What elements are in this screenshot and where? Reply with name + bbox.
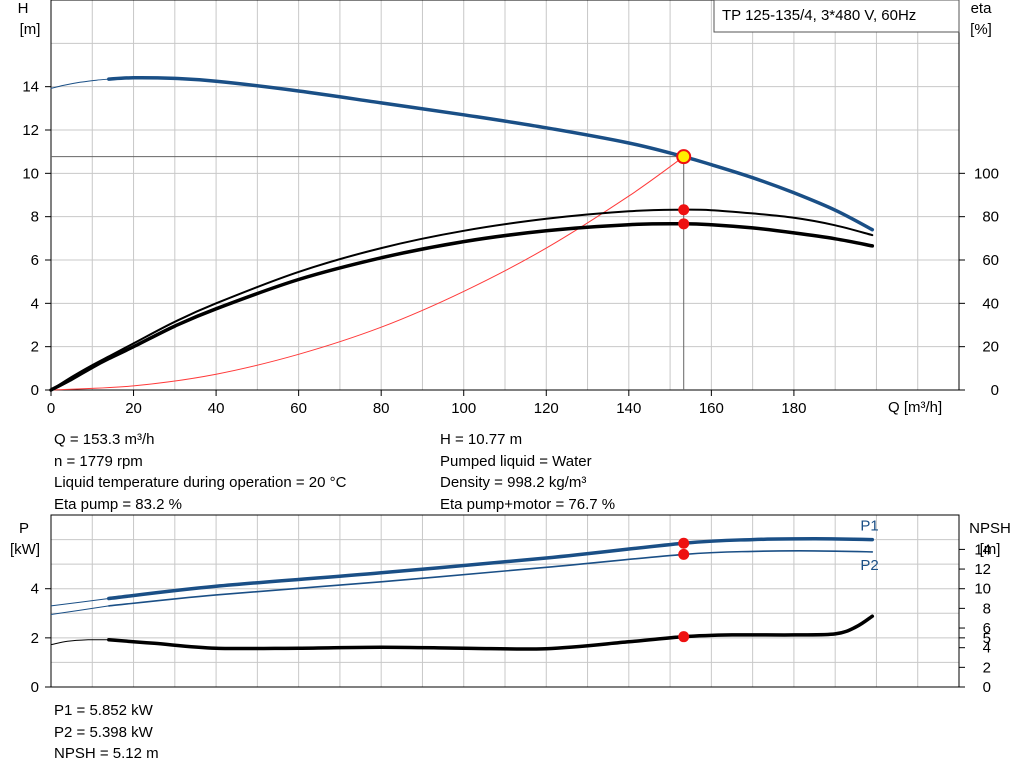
p1-curve-extension-line <box>50 598 109 607</box>
head-curve-extension-line <box>50 78 110 89</box>
info-eta-pump: Eta pump = 83.2 % <box>54 495 182 513</box>
h-tick-label: 12 <box>22 122 39 139</box>
info-liquid-temperature: Liquid temperature during operation = 20… <box>54 474 347 491</box>
x-tick-label: 120 <box>534 400 559 417</box>
eta-tick-label: 0 <box>991 382 999 399</box>
x-tick-label: 20 <box>125 400 142 417</box>
eta-axis-label: eta <box>971 0 993 17</box>
eta-tick-label: 20 <box>982 339 999 356</box>
npsh-tick-label: 5 <box>983 630 991 647</box>
p2-operating-marker <box>678 548 690 560</box>
x-tick-label: 80 <box>373 400 390 417</box>
top-plot-frame <box>50 0 960 391</box>
npsh-curve-line <box>107 614 875 651</box>
h-tick-label: 2 <box>31 339 39 356</box>
bottom-plot-frame <box>50 514 960 688</box>
x-tick-label: 140 <box>616 400 641 417</box>
q-axis-label: Q [m³/h] <box>888 399 942 416</box>
bottom-chart-ticks: 0 2 456 8 10 12 14 <box>45 541 991 696</box>
p-axis-unit: [kW] <box>10 541 40 558</box>
chart-title: TP 125-135/4, 3*480 V, 60Hz <box>722 7 916 24</box>
h-axis-unit: [m] <box>20 21 41 38</box>
system-curve-line <box>50 156 685 391</box>
npsh-tick-label: 12 <box>974 561 991 578</box>
p1-curve-line <box>107 537 875 601</box>
p2-curve-line <box>108 550 874 607</box>
npsh-tick-label: 14 <box>974 541 991 558</box>
p-tick-label: 2 <box>31 630 39 647</box>
info-head: H = 10.77 m <box>440 431 523 448</box>
eta-axis-unit: [%] <box>970 21 992 38</box>
npsh-tick-label: 8 <box>983 600 991 617</box>
npsh-operating-marker <box>678 631 690 643</box>
info-block-right: H = 10.77 m Pumped liquid = Water Densit… <box>440 429 615 515</box>
info-density: Density = 998.2 kg/m³ <box>440 474 587 491</box>
eta-pump-operating-marker <box>678 204 690 216</box>
info-eta-pump-motor: Eta pump+motor = 76.7 % <box>440 495 616 513</box>
head-operating-point-marker <box>676 149 692 165</box>
info-p2: P2 = 5.398 kW <box>54 723 153 741</box>
info-q: Q = 153.3 m³/h <box>54 431 155 448</box>
x-tick-label: 40 <box>208 400 225 417</box>
eta-tick-label: 60 <box>982 252 999 269</box>
bottom-chart-curves <box>50 537 875 651</box>
h-axis-label: H <box>18 0 29 17</box>
eta-total-curve-line <box>49 222 875 392</box>
p2-series-label: P2 <box>860 557 878 574</box>
npsh-tick-label: 4 <box>983 640 991 657</box>
x-tick-label: 60 <box>290 400 307 417</box>
info-pumped-liquid: Pumped liquid = Water <box>440 452 592 470</box>
eta-total-operating-marker <box>678 218 690 230</box>
chart-title-box <box>713 0 960 33</box>
npsh-tick-label: 2 <box>983 659 991 676</box>
p-tick-label: 0 <box>31 679 39 696</box>
npsh-tick-label: 0 <box>983 679 991 696</box>
h-tick-label: 6 <box>31 252 39 269</box>
info-p1: P1 = 5.852 kW <box>54 702 153 719</box>
p1-series-label: P1 <box>860 518 878 535</box>
npsh-tick-label: 6 <box>983 620 991 637</box>
h-tick-label: 14 <box>22 79 39 96</box>
head-curve-line <box>107 76 875 232</box>
info-speed: n = 1779 rpm <box>54 452 143 470</box>
eta-tick-label: 80 <box>982 209 999 226</box>
bottom-chart-grid <box>51 515 959 687</box>
npsh-curve-extension-line <box>50 639 110 646</box>
p2-curve-extension-line <box>50 605 109 615</box>
top-chart-grid <box>51 0 959 390</box>
p1-operating-marker <box>678 537 690 549</box>
h-tick-label: 4 <box>31 295 39 312</box>
eta-tick-label: 100 <box>974 165 999 182</box>
h-tick-label: 0 <box>31 382 39 399</box>
x-tick-label: 160 <box>699 400 724 417</box>
npsh-axis-unit: [m] <box>980 541 1001 558</box>
npsh-tick-label: 10 <box>974 581 991 598</box>
p-axis-label: P <box>19 520 29 537</box>
info-npsh: NPSH = 5.12 m <box>54 745 159 762</box>
operating-point-markers <box>676 149 692 643</box>
info-block-left: Q = 153.3 m³/h n = 1779 rpm Liquid tempe… <box>54 429 346 515</box>
x-tick-label: 100 <box>451 400 476 417</box>
h-tick-label: 10 <box>22 165 39 182</box>
p-tick-label: 4 <box>31 581 39 598</box>
top-chart-ticks: 0 20 40 60 80 100 120 140 160 1800246810121402040… <box>22 79 999 696</box>
x-tick-label: 180 <box>781 400 806 417</box>
top-chart-curves <box>49 76 875 392</box>
info-block-bottom: P1 = 5.852 kW P2 = 5.398 kW NPSH = 5.12 … <box>54 700 159 765</box>
h-tick-label: 8 <box>31 209 39 226</box>
x-tick-label: 0 <box>47 400 55 417</box>
npsh-axis-label: NPSH <box>969 520 1011 537</box>
eta-pump-curve-line <box>50 208 874 391</box>
eta-tick-label: 40 <box>982 295 999 312</box>
